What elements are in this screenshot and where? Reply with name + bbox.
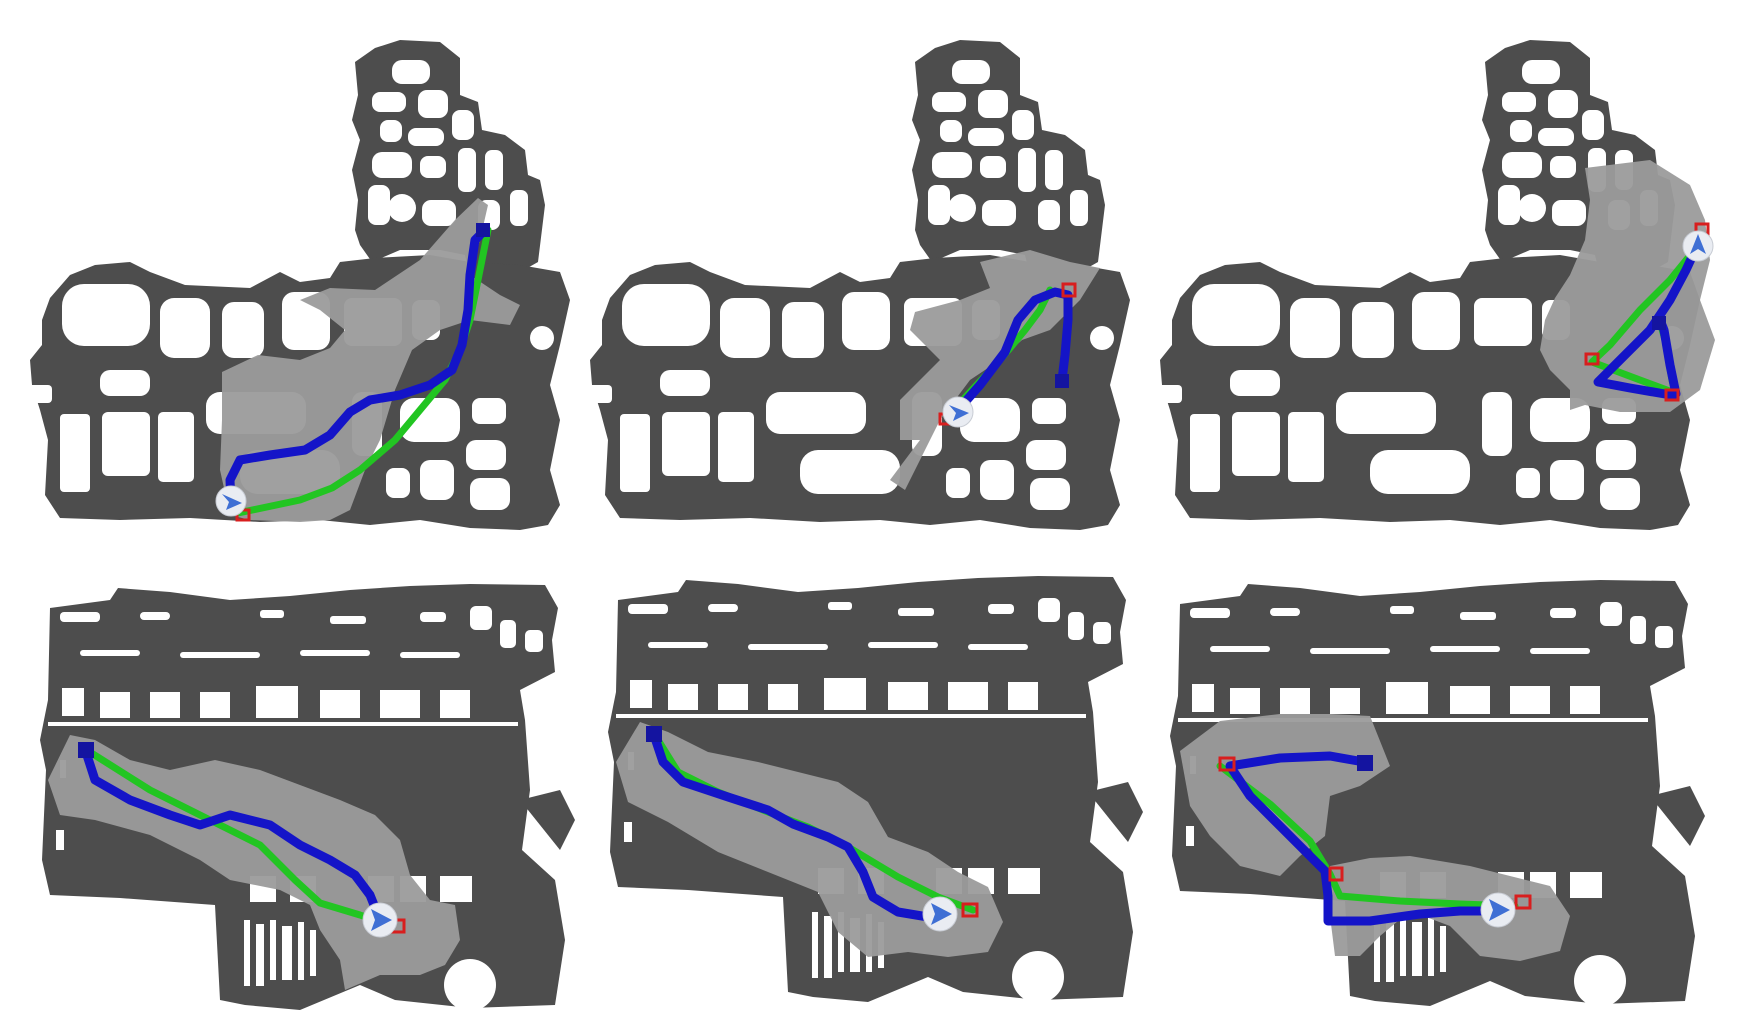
explored-area [1180,714,1570,961]
start-square-icon [476,223,490,237]
panel-top-right [1158,40,1715,530]
start-square-icon [1652,316,1666,330]
agent-arrow-icon [942,396,974,428]
ground-truth-path [81,745,384,926]
panel-top-middle [588,40,1130,530]
goal-square-icon [961,902,979,918]
goal-square-icon [1061,282,1077,298]
explored-area [890,250,1100,490]
explored-area [48,735,460,990]
start-square-icon [1055,374,1069,388]
agent-arrow-icon [922,896,958,932]
agent-path [80,744,383,920]
explored-area [616,722,1003,957]
panel-bottom-middle [608,576,1143,1003]
panel-bottom-right [1170,580,1705,1007]
start-square-icon [646,726,662,742]
agent-path [225,225,490,510]
agent-path [1593,239,1703,399]
panel-bottom-left [40,584,575,1011]
goal-square-icon [1664,388,1680,402]
goal-square-icon [1218,756,1236,772]
start-square-icon [78,742,94,758]
goal-square-icon [1584,352,1600,366]
explored-area [220,198,520,522]
agent-arrow-icon [1682,230,1714,262]
panel-top-left [28,40,570,530]
ground-truth-path [234,226,492,517]
goal-square-icon [1328,866,1344,882]
ground-truth-path [1216,762,1519,910]
agent-arrow-icon [362,902,398,938]
agent-path [1225,751,1495,926]
agent-path [648,727,953,922]
agent-arrow-icon [215,485,247,517]
goal-square-icon [1514,894,1532,910]
agent-path [953,287,1073,415]
start-square-icon [1357,755,1373,771]
agent-arrow-icon [1480,892,1516,928]
